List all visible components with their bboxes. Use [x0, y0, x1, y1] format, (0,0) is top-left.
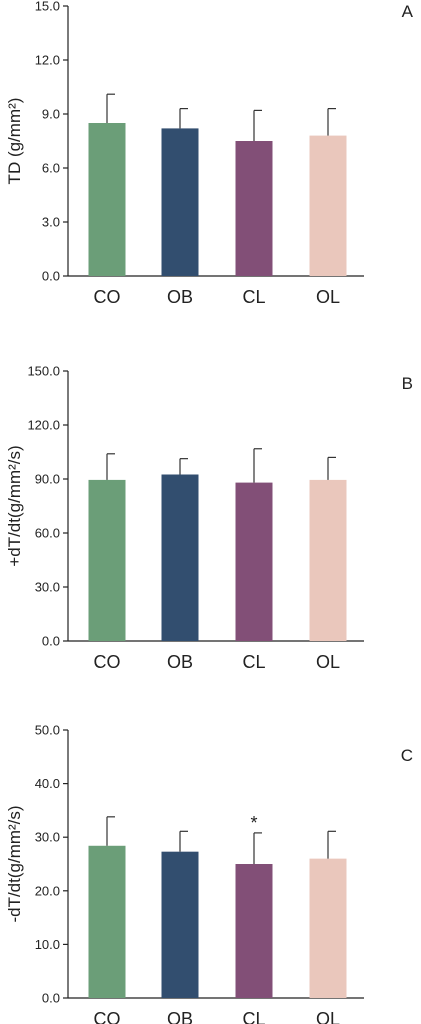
panel-c-bar-ob: [161, 851, 199, 998]
panel-a-bar-ol: [309, 135, 347, 276]
panel-b-label: B: [402, 374, 413, 393]
panel-b-y-tick-label: 30.0: [35, 580, 60, 595]
panel-c-y-tick-label: 20.0: [35, 883, 60, 898]
panel-b-bar-co: [88, 479, 126, 641]
panel-b-y-tick-label: 90.0: [35, 472, 60, 487]
panel-b-bar-cl: [235, 482, 273, 641]
panel-c-y-tick-label: 30.0: [35, 830, 60, 845]
panel-b-bar-ob: [161, 474, 199, 641]
panel-b-y-tick-label: 60.0: [35, 526, 60, 541]
panel-c-y-tick-label: 0.0: [42, 991, 60, 1006]
panel-a-y-tick-label: 15.0: [35, 0, 60, 14]
panel-b-bar-ol: [309, 479, 347, 641]
panel-a-label: A: [402, 2, 414, 21]
panel-c-category-label: CL: [242, 1009, 265, 1024]
panel-a-y-tick-label: 9.0: [42, 107, 60, 122]
panel-c-category-label: CO: [94, 1009, 121, 1024]
panel-c-y-tick-label: 40.0: [35, 776, 60, 791]
panel-b-y-axis-title: +dT/dt(g/mm²/s): [5, 445, 24, 566]
panel-a-category-label: CO: [94, 287, 121, 307]
panel-a-bar-ob: [161, 128, 199, 276]
panel-c-y-axis-title: -dT/dt(g/mm²/s): [5, 805, 24, 922]
panel-c-y-tick-label: 10.0: [35, 937, 60, 952]
panel-a-bar-co: [88, 123, 126, 276]
panel-c-category-label: OB: [167, 1009, 193, 1024]
panel-c-category-label: OL: [316, 1009, 340, 1024]
panel-a-category-label: OL: [316, 287, 340, 307]
panel-a-y-tick-label: 3.0: [42, 215, 60, 230]
panel-c-significance-marker: *: [250, 813, 257, 833]
panel-b-y-tick-label: 0.0: [42, 634, 60, 649]
panel-b-category-label: OB: [167, 652, 193, 672]
panel-a-bar-cl: [235, 141, 273, 276]
panel-b-category-label: CL: [242, 652, 265, 672]
panel-a-y-tick-label: 6.0: [42, 161, 60, 176]
panel-b-category-label: OL: [316, 652, 340, 672]
panel-b-y-tick-label: 120.0: [27, 418, 60, 433]
panel-c-y-tick-label: 50.0: [35, 723, 60, 738]
panel-a-y-tick-label: 0.0: [42, 269, 60, 284]
panel-a-y-axis-title: TD (g/mm²): [5, 98, 24, 185]
panel-a-y-tick-label: 12.0: [35, 53, 60, 68]
panel-c-bar-co: [88, 845, 126, 998]
panel-c-bar-ol: [309, 858, 347, 998]
panel-c-bar-cl: [235, 864, 273, 998]
panel-c-label: C: [401, 746, 413, 765]
panel-b-y-tick-label: 150.0: [27, 364, 60, 379]
panel-b-category-label: CO: [94, 652, 121, 672]
panel-a-category-label: OB: [167, 287, 193, 307]
panel-a-category-label: CL: [242, 287, 265, 307]
